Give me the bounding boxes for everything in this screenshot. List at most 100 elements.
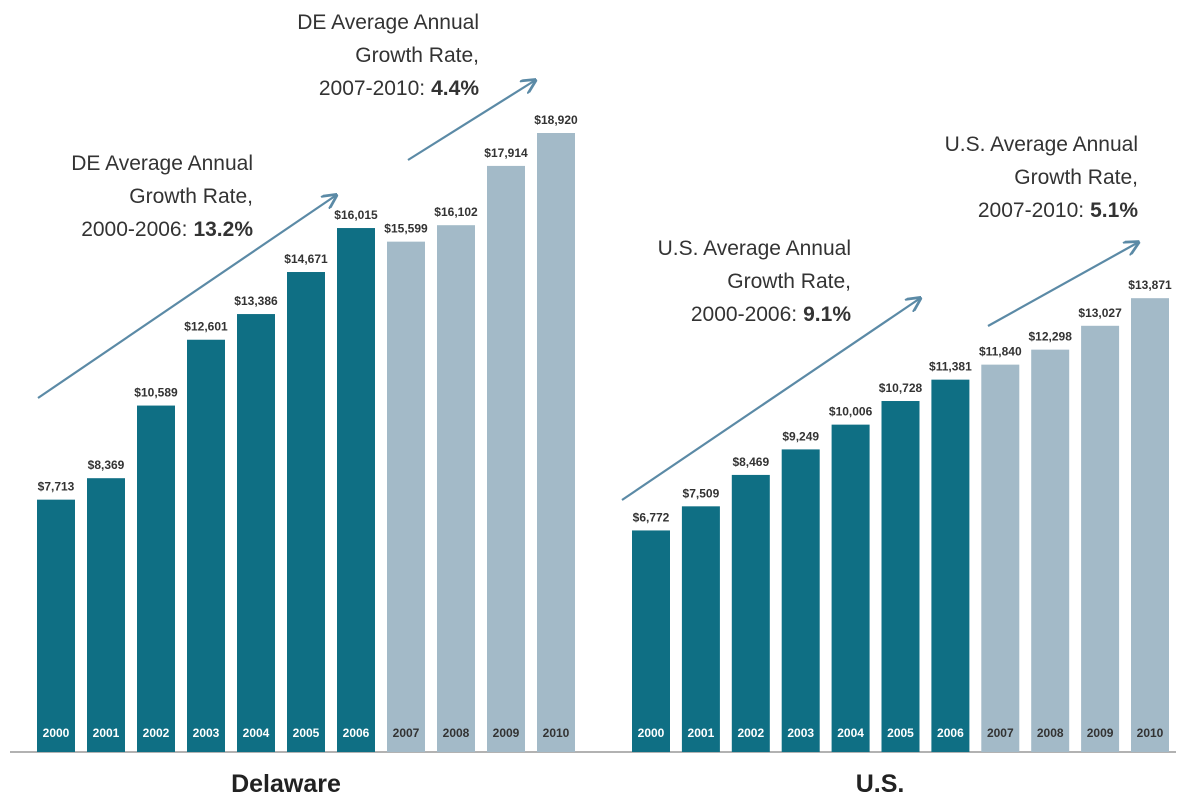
- value-label: $9,249: [782, 429, 819, 443]
- value-label: $8,469: [732, 455, 769, 469]
- value-label: $7,509: [683, 486, 720, 500]
- bar: [337, 228, 375, 753]
- x-tick-label: 2006: [343, 726, 370, 740]
- annotation-text: 2000-2006:: [691, 303, 797, 326]
- x-tick-label: 2004: [243, 726, 270, 740]
- annotation: DE Average Annual: [297, 11, 479, 34]
- x-tick-label: 2001: [688, 726, 715, 740]
- bar: [187, 339, 225, 752]
- x-tick-label: 2002: [143, 726, 170, 740]
- value-label: $12,298: [1029, 330, 1073, 344]
- x-tick-label: 2003: [193, 726, 220, 740]
- bar: [1081, 325, 1120, 752]
- bar: [537, 133, 575, 752]
- x-tick-label: 2007: [987, 726, 1014, 740]
- x-tick-label: 2010: [1137, 726, 1164, 740]
- bar: [931, 379, 970, 752]
- x-tick-label: 2008: [1037, 726, 1064, 740]
- bar: [87, 478, 125, 752]
- bar: [981, 364, 1020, 752]
- x-tick-label: 2003: [787, 726, 814, 740]
- value-label: $6,772: [633, 510, 670, 524]
- bar: [37, 499, 75, 752]
- annotation: Growth Rate,: [727, 270, 851, 293]
- value-label: $13,027: [1078, 306, 1122, 320]
- annotation-text: DE Average Annual: [71, 152, 253, 175]
- annotation: 2000-2006: 13.2%: [81, 218, 253, 241]
- value-label: $14,671: [284, 252, 328, 266]
- annotation: 2007-2010: 4.4%: [319, 77, 479, 100]
- bar: [1031, 349, 1070, 752]
- annotation-emphasis: 5.1%: [1090, 199, 1138, 222]
- annotation-text: 2007-2010:: [978, 199, 1084, 222]
- annotation-emphasis: 13.2%: [193, 218, 253, 241]
- annotation: Growth Rate,: [355, 44, 479, 67]
- bar: [881, 401, 920, 752]
- x-tick-label: 2001: [93, 726, 120, 740]
- annotation: Growth Rate,: [1014, 166, 1138, 189]
- annotation-text: Growth Rate,: [1014, 166, 1138, 189]
- chart-title: U.S.: [856, 770, 905, 798]
- annotation-text: 2007-2010:: [319, 77, 425, 100]
- x-tick-label: 2005: [293, 726, 320, 740]
- annotation-text: U.S. Average Annual: [945, 133, 1138, 156]
- bar: [387, 241, 425, 752]
- bar: [1131, 298, 1169, 752]
- value-label: $16,015: [334, 208, 378, 222]
- annotation: Growth Rate,: [129, 185, 253, 208]
- annotation-text: DE Average Annual: [297, 11, 479, 34]
- x-tick-label: 2009: [493, 726, 520, 740]
- x-tick-label: 2000: [43, 726, 70, 740]
- arrow: [37, 196, 335, 399]
- value-label: $16,102: [434, 205, 478, 219]
- annotation: DE Average Annual: [71, 152, 253, 175]
- x-tick-label: 2007: [393, 726, 420, 740]
- value-label: $17,914: [484, 146, 528, 160]
- value-label: $11,381: [929, 360, 972, 374]
- value-label: $11,840: [979, 345, 1022, 359]
- x-tick-label: 2005: [887, 726, 914, 740]
- bar: [632, 530, 670, 752]
- annotation: U.S. Average Annual: [945, 133, 1138, 156]
- x-tick-label: 2004: [837, 726, 864, 740]
- arrows: [37, 81, 1137, 501]
- value-label: $13,386: [234, 294, 278, 308]
- annotation-text: U.S. Average Annual: [658, 237, 851, 260]
- bar: [137, 405, 175, 752]
- bar: [437, 225, 475, 752]
- arrow: [987, 243, 1137, 327]
- x-tick-label: 2006: [937, 726, 964, 740]
- annotation-text: Growth Rate,: [129, 185, 253, 208]
- bar: [237, 314, 275, 752]
- value-label: $18,920: [534, 113, 578, 127]
- value-label: $12,601: [184, 320, 228, 334]
- annotation: 2000-2006: 9.1%: [691, 303, 851, 326]
- annotation-emphasis: 9.1%: [803, 303, 851, 326]
- bar: [831, 424, 870, 752]
- value-label: $10,728: [879, 381, 923, 395]
- annotation-text: Growth Rate,: [727, 270, 851, 293]
- bar: [781, 449, 820, 752]
- annotation: 2007-2010: 5.1%: [978, 199, 1138, 222]
- annotation-text: 2000-2006:: [81, 218, 187, 241]
- arrow: [621, 299, 919, 501]
- chart-title: Delaware: [231, 770, 341, 798]
- annotation-text: Growth Rate,: [355, 44, 479, 67]
- x-tick-label: 2008: [443, 726, 470, 740]
- value-label: $7,713: [38, 480, 75, 494]
- x-tick-label: 2009: [1087, 726, 1114, 740]
- value-label: $10,006: [829, 405, 873, 419]
- value-label: $10,589: [134, 386, 178, 400]
- value-label: $8,369: [88, 458, 125, 472]
- annotation: U.S. Average Annual: [658, 237, 851, 260]
- bar: [487, 165, 525, 752]
- value-label: $13,871: [1128, 278, 1172, 292]
- x-tick-label: 2002: [737, 726, 764, 740]
- arrow: [407, 81, 534, 161]
- bar: [681, 506, 720, 752]
- value-label: $15,599: [384, 222, 428, 236]
- bar: [287, 272, 325, 752]
- x-tick-label: 2010: [543, 726, 570, 740]
- annotation-emphasis: 4.4%: [431, 77, 479, 100]
